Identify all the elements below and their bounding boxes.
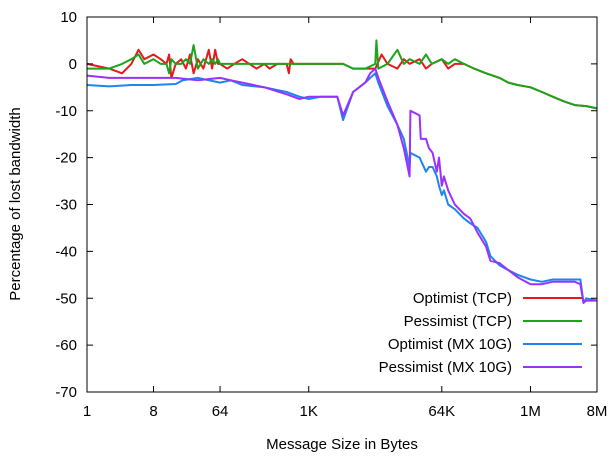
plot-frame — [86, 16, 598, 393]
y-tick-label: -40 — [55, 243, 77, 260]
x-tick-label: 1 — [83, 403, 91, 420]
x-tick-label: 1M — [520, 403, 541, 420]
y-axis-label: Percentage of lost bandwidth — [7, 107, 24, 300]
x-tick-label: 1K — [300, 403, 318, 420]
y-tick-label: -60 — [55, 337, 77, 354]
x-tick-label: 8M — [587, 403, 608, 420]
legend: Optimist (TCP) Pessimist (TCP) Optimist (M… — [379, 290, 582, 376]
y-tick-label: -10 — [55, 103, 77, 120]
series-line-3 — [86, 72, 598, 304]
y-ticks: 10 0 -10 -20 -30 -40 -50 -60 -70 — [55, 9, 597, 401]
y-tick-label: 0 — [69, 56, 77, 73]
x-tick-label: 8 — [149, 403, 157, 420]
plot-lines — [86, 39, 598, 304]
legend-label: Optimist (MX 10G) — [388, 336, 512, 353]
x-tick-label: 64K — [428, 403, 455, 420]
y-tick-label: -20 — [55, 150, 77, 167]
series-line-4 — [86, 67, 597, 304]
series-line-1 — [86, 48, 598, 110]
y-tick-label: -70 — [55, 384, 77, 401]
x-tick-label: 64 — [212, 403, 229, 420]
y-tick-label: -50 — [55, 290, 77, 307]
y-tick-label: 10 — [60, 9, 77, 26]
legend-label: Pessimist (MX 10G) — [379, 359, 512, 376]
x-ticks: 1 8 64 1K 64K 1M 8M — [83, 17, 608, 420]
y-tick-label: -30 — [55, 197, 77, 214]
series-line-2 — [87, 39, 598, 110]
legend-label: Optimist (TCP) — [413, 290, 512, 307]
x-axis-label: Message Size in Bytes — [266, 436, 418, 453]
legend-label: Pessimist (TCP) — [404, 313, 512, 330]
